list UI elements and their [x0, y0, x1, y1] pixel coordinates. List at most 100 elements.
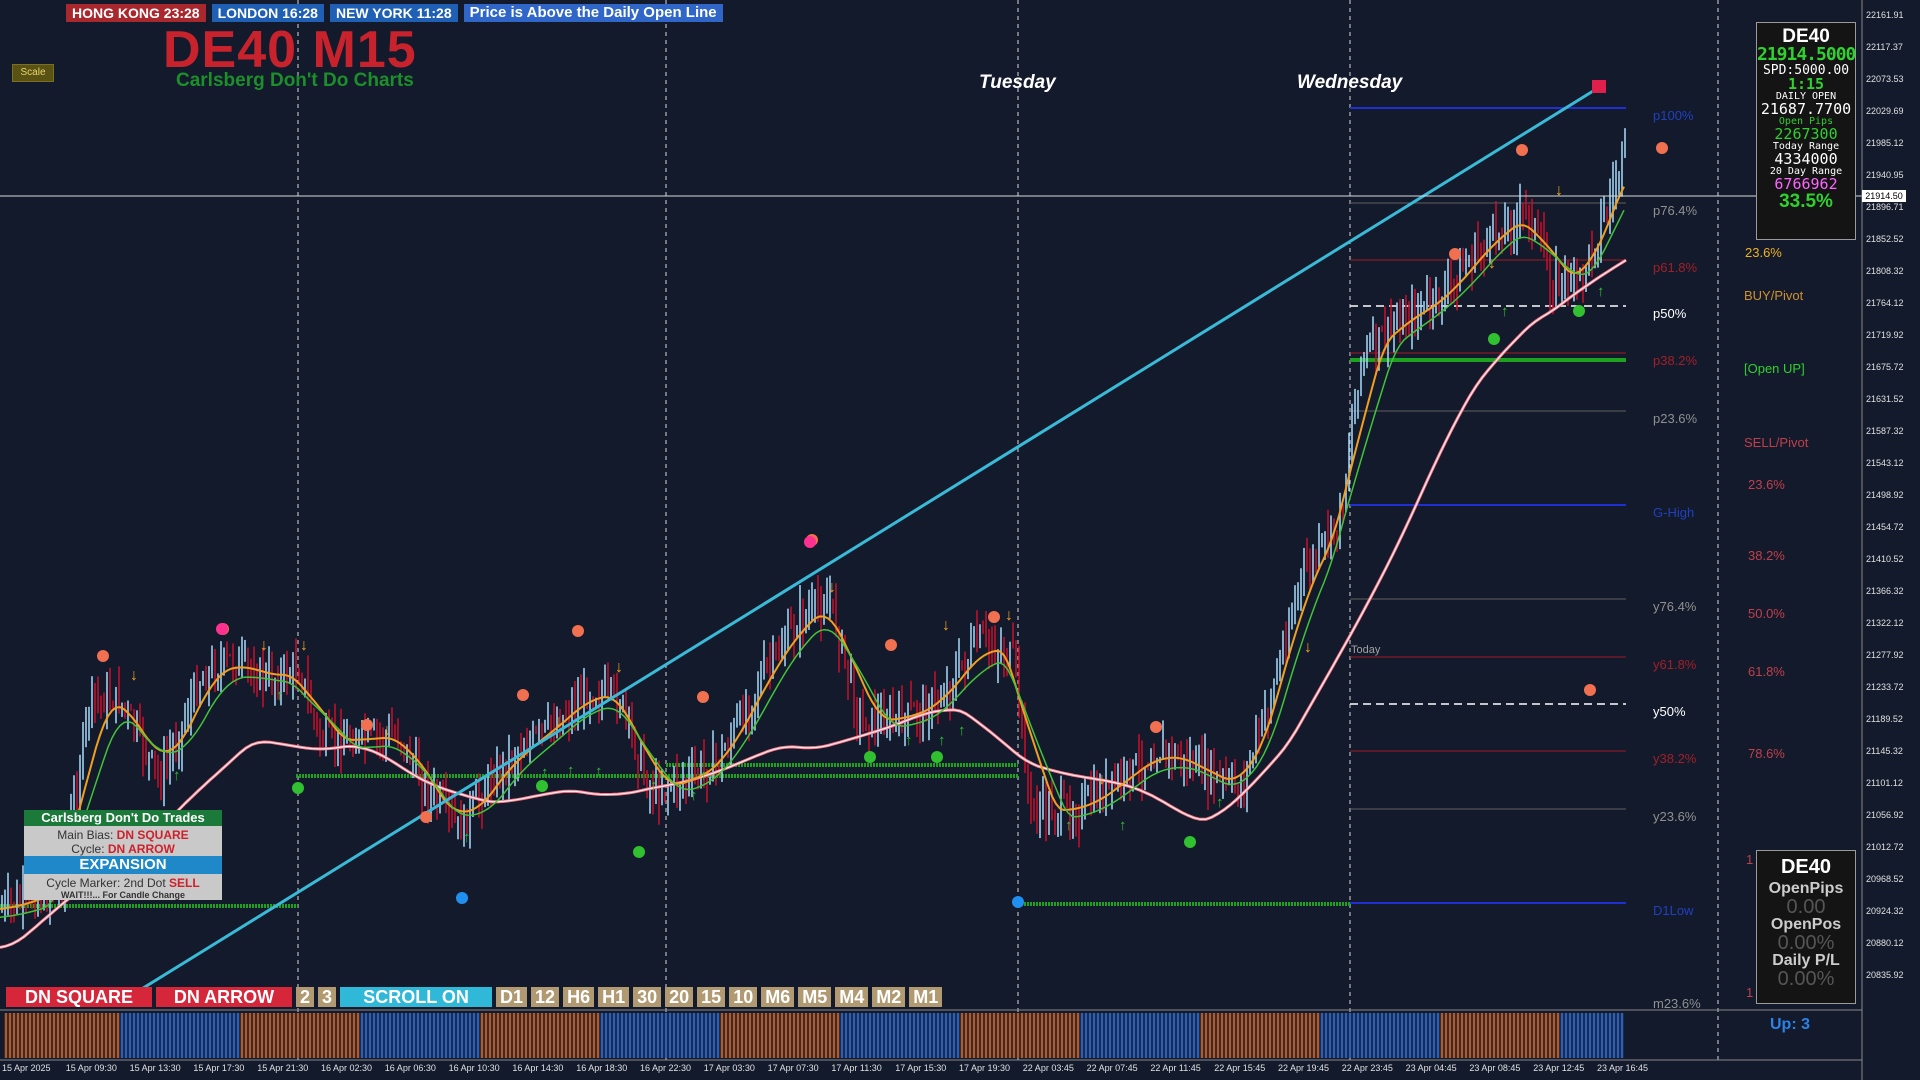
marker-dot [885, 639, 897, 651]
time-tick-label: 15 Apr 21:30 [257, 1063, 309, 1073]
marker-dot [1584, 684, 1596, 696]
trades-panel-header: Carlsberg Don't Do Trades [24, 810, 222, 826]
r38-label: 38.2% [1748, 548, 1785, 563]
up-arrow-icon: ↑ [650, 777, 658, 794]
marker-dot [517, 689, 529, 701]
candles [1, 128, 1626, 930]
range-percent: 33.5% [1779, 191, 1833, 212]
timeframe-m4-button[interactable]: M4 [835, 987, 869, 1007]
time-tick-label: 22 Apr 11:45 [1150, 1063, 1201, 1073]
fib-p76: p76.4% [1653, 203, 1698, 218]
marker-dot [97, 650, 109, 662]
up-arrow-icon: ↑ [958, 722, 966, 739]
up-arrow-icon: ↑ [1501, 303, 1509, 320]
time-tick-label: 16 Apr 22:30 [640, 1063, 692, 1073]
fib-y38: y38.2% [1653, 751, 1697, 766]
pl-open-pips-value: 0.00 [1786, 896, 1826, 918]
marker-dot [864, 751, 876, 763]
button-3[interactable]: 3 [318, 987, 337, 1007]
button-2[interactable]: 2 [296, 987, 315, 1007]
cycle-marker-value: SELL [169, 876, 200, 890]
price-tick-label: 21322.12 [1866, 618, 1904, 628]
r23-label: 23.6% [1748, 477, 1785, 492]
buy-pivot-label: BUY/Pivot [1744, 288, 1804, 303]
down-arrow-icon: ↓ [130, 667, 138, 684]
price-status-message: Price is Above the Daily Open Line [463, 4, 723, 22]
down-arrow-icon: ↓ [828, 579, 836, 596]
up-arrow-icon: ↑ [1119, 817, 1127, 834]
marker-dot [1449, 248, 1461, 260]
main-bias-label: Main Bias: [57, 828, 114, 842]
fib-y61: y61.8% [1653, 657, 1697, 672]
time-tick-label: 15 Apr 17:30 [193, 1063, 245, 1073]
time-tick-label: 16 Apr 06:30 [384, 1063, 436, 1073]
r1b-label: 1 [1746, 985, 1754, 1000]
slow-moving-average-core [0, 259, 1627, 948]
price-tick-label: 22029.69 [1866, 106, 1904, 116]
pct-label: 23.6% [1745, 245, 1782, 260]
day-label-tuesday: Tuesday [979, 72, 1056, 93]
timeframe-12-button[interactable]: 12 [531, 987, 560, 1007]
down-arrow-icon: ↓ [1098, 771, 1106, 788]
scroll-on-button[interactable]: SCROLL ON [340, 987, 493, 1007]
timeframe-10-button[interactable]: 10 [729, 987, 758, 1007]
session-clocks: HONG KONG 23:28 LONDON 16:28 NEW YORK 11… [66, 4, 723, 22]
price-tick-label: 21277.92 [1866, 650, 1904, 660]
timeframe-d1-button[interactable]: D1 [496, 987, 528, 1007]
timeframe-m2-button[interactable]: M2 [872, 987, 906, 1007]
up-arrow-icon: ↑ [276, 687, 284, 704]
up-count-label: Up: 3 [1770, 1016, 1810, 1033]
time-tick-label: 23 Apr 16:45 [1597, 1063, 1649, 1073]
fib-ghigh: G-High [1653, 505, 1695, 520]
price-tick-label: 22117.37 [1866, 42, 1903, 52]
scale-button[interactable]: Scale [12, 64, 54, 82]
marker-dot [216, 623, 228, 635]
timeframe-m5-button[interactable]: M5 [798, 987, 832, 1007]
time-tick-label: 22 Apr 07:45 [1086, 1063, 1138, 1073]
marker-dot [1516, 144, 1528, 156]
fib-p23: p23.6% [1653, 411, 1698, 426]
pl-panel: DE40 OpenPips 0.00 OpenPos 0.00% Daily P… [1756, 850, 1856, 1004]
time-tick-label: 23 Apr 08:45 [1469, 1063, 1521, 1073]
price-tick-label: 21498.92 [1866, 490, 1904, 500]
current-price-tag: 21914.50 [1862, 190, 1906, 202]
marker-dot [804, 536, 816, 548]
pl-symbol: DE40 [1780, 856, 1832, 878]
price-tick-label: 21454.72 [1866, 522, 1904, 532]
dn-square-button[interactable]: DN SQUARE [6, 987, 152, 1007]
timeframe-h1-button[interactable]: H1 [598, 987, 630, 1007]
daily-pl-label: Daily P/L [1772, 952, 1840, 969]
price-tick-label: 21366.32 [1866, 586, 1904, 596]
time-tick-label: 23 Apr 04:45 [1405, 1063, 1457, 1073]
timeframe-m6-button[interactable]: M6 [761, 987, 795, 1007]
marker-dot [1184, 836, 1196, 848]
down-arrow-icon: ↓ [555, 713, 563, 730]
timeframe-m1-button[interactable]: M1 [909, 987, 943, 1007]
bottom-toolbar: DN SQUARE DN ARROW 2 3 SCROLL ON D1 12 H… [6, 987, 943, 1007]
info-price: 21914.5000 [1757, 44, 1856, 65]
down-arrow-icon: ↓ [615, 659, 623, 676]
cycle-label: Cycle: [71, 842, 105, 856]
price-tick-label: 21189.52 [1866, 714, 1903, 724]
dn-arrow-button[interactable]: DN ARROW [156, 987, 292, 1007]
time-tick-label: 22 Apr 15:45 [1214, 1063, 1266, 1073]
up-arrow-icon: ↑ [1065, 817, 1073, 834]
marker-dot [536, 780, 548, 792]
sell-pivot-label: SELL/Pivot [1744, 435, 1809, 450]
fib-y50: y50% [1653, 704, 1686, 719]
timeframe-30-button[interactable]: 30 [633, 987, 662, 1007]
time-tick-label: 22 Apr 19:45 [1278, 1063, 1330, 1073]
timeframe-h6-button[interactable]: H6 [563, 987, 595, 1007]
day-separators [297, 0, 1719, 1062]
r1a-label: 1 [1746, 852, 1754, 867]
price-tick-label: 21896.71 [1866, 202, 1904, 212]
time-tick-label: 22 Apr 23:45 [1341, 1063, 1393, 1073]
pl-open-pos-value: 0.00% [1777, 932, 1835, 954]
signal-markers: ↓↓ ↓↓↓↓↓↓↓↓↓↓↓↑↑↑↑ ↑ ↑↑↑↑↑ ↑↑↑ ↑↑↑↑ [97, 142, 1668, 908]
fast-moving-average [0, 186, 1625, 910]
time-tick-label: 16 Apr 10:30 [448, 1063, 500, 1073]
timeframe-20-button[interactable]: 20 [665, 987, 694, 1007]
chart-symbol-title: DE40 M15 [163, 21, 417, 79]
timeframe-15-button[interactable]: 15 [697, 987, 726, 1007]
